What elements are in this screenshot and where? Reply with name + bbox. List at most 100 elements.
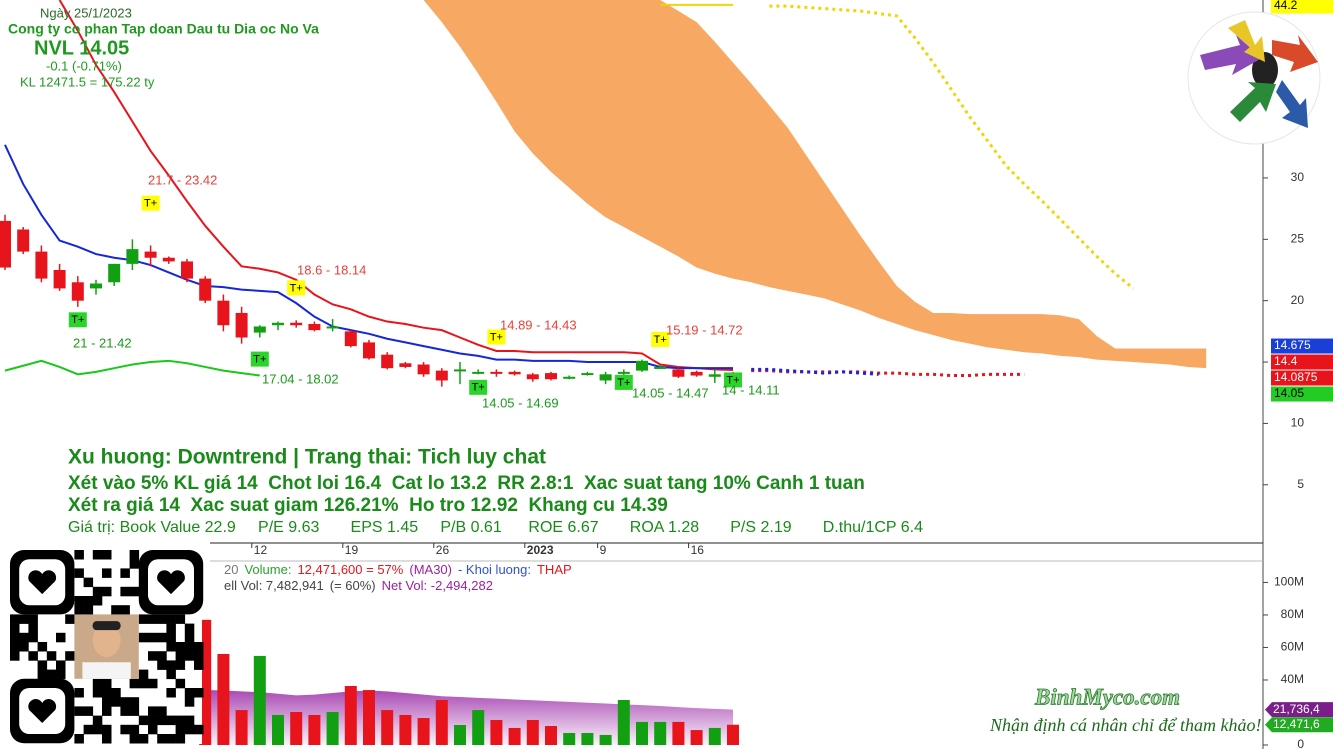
volume-bar: [235, 710, 248, 745]
signal-box: [287, 280, 306, 296]
candle-body: [526, 374, 539, 380]
qr-module: [194, 660, 204, 670]
signal-label: T+: [290, 282, 303, 294]
qr-module: [138, 734, 149, 744]
candle-body: [672, 369, 685, 377]
qr-module: [138, 614, 149, 624]
qr-module: [184, 724, 195, 735]
volume-legend: ell Vol: 7,482,941 (= 60%) Net Vol: -2,494…: [224, 578, 493, 593]
volume-value-box: [1265, 702, 1333, 718]
volume-legend-part: 12,471,600 = 57%: [297, 562, 403, 577]
qr-module: [184, 688, 195, 698]
qr-module: [184, 651, 195, 661]
qr-module: [148, 715, 158, 726]
candle-body: [144, 251, 157, 258]
candle-body: [344, 331, 357, 347]
signal-box: [68, 312, 87, 328]
x-tick-label: 26: [436, 543, 450, 557]
candle-body: [545, 373, 557, 380]
qr-module: [56, 660, 66, 670]
volume-pane: [199, 619, 739, 745]
volume-bar: [417, 718, 430, 745]
texts: Ngày 25/1/2023 Cong ty co phan Tap doan …: [8, 5, 1261, 735]
candle-body: [508, 371, 521, 375]
volume-bar: [690, 730, 703, 745]
qr-module: [166, 669, 176, 680]
x-tick-label: 9: [600, 543, 607, 557]
y-tick-label: 25: [1291, 231, 1305, 245]
volume-bar: [472, 710, 485, 745]
qr-module: [46, 651, 57, 661]
qr-module: [10, 632, 20, 643]
price-label: 14.675: [1274, 338, 1311, 352]
qr-module: [129, 734, 140, 744]
signal-box: [651, 331, 670, 347]
qr-module: [175, 724, 186, 735]
candle-body: [199, 278, 212, 301]
range-annotation: 14.05 - 14.47: [632, 385, 709, 400]
x-tick-label: 16: [691, 543, 705, 557]
qr-module: [120, 697, 130, 707]
price-label: 14.0875: [1274, 370, 1318, 384]
qr-module: [102, 724, 112, 735]
logo-arrow: [1230, 82, 1276, 122]
qr-module: [138, 632, 149, 643]
candle-body: [435, 370, 448, 381]
qr-module: [120, 706, 130, 716]
qr-module: [194, 724, 204, 735]
volume-bar: [672, 721, 685, 745]
signal-label: T+: [617, 377, 630, 389]
qr-module: [56, 669, 66, 680]
qr-module: [102, 550, 112, 560]
qr-module: [184, 697, 195, 707]
candle-body: [490, 371, 503, 374]
signal-box: [469, 379, 488, 395]
volume-legend-part: - Khoi luong:: [458, 562, 531, 577]
signal-label: T+: [71, 314, 84, 326]
qr-photo-hair: [92, 621, 121, 631]
price-label: 44.2: [1274, 0, 1298, 12]
qr-module: [129, 586, 140, 597]
candle-body: [181, 261, 193, 279]
qr-module: [74, 734, 84, 744]
qr-heart: [28, 699, 57, 723]
volume-bar: [490, 719, 503, 745]
qr-module: [74, 550, 84, 560]
candle-body: [617, 371, 630, 374]
line: [4, 144, 733, 370]
qr-module: [148, 724, 158, 735]
volume-bar: [545, 725, 557, 745]
candle-body: [35, 251, 48, 279]
range-annotation: 14.89 - 14.43: [500, 317, 577, 332]
signal-label: T+: [490, 331, 503, 343]
qr-module: [19, 632, 29, 643]
qr-module: [83, 596, 94, 606]
candle-body: [326, 326, 339, 329]
qr-module: [65, 651, 75, 661]
qr-module: [37, 642, 48, 652]
volume-bar: [399, 714, 412, 745]
range-annotation: 17.04 - 18.02: [262, 371, 339, 386]
candle-body: [690, 371, 703, 376]
axes: 51015202530354044.214.67514.414.087514.0…: [210, 0, 1333, 749]
candle-body: [363, 342, 375, 359]
qr-module: [74, 596, 84, 606]
qr-module: [28, 614, 38, 624]
price-label-box: [1271, 370, 1333, 386]
volume-bar: [617, 699, 630, 745]
candle-body: [53, 270, 66, 289]
qr-module: [46, 669, 57, 680]
candle-body: [308, 324, 321, 331]
qr-module: [83, 706, 94, 716]
candle-body: [381, 354, 394, 369]
candle-body: [599, 374, 612, 381]
qr-module: [166, 660, 176, 670]
qr-module: [120, 724, 130, 735]
volume-bar: [326, 711, 339, 745]
candle-body: [126, 249, 139, 264]
candle-body: [708, 374, 721, 377]
y-tick-label: 10: [1291, 416, 1305, 430]
qr-module: [138, 678, 149, 689]
qr-module: [175, 660, 186, 670]
qr-module: [129, 559, 140, 569]
